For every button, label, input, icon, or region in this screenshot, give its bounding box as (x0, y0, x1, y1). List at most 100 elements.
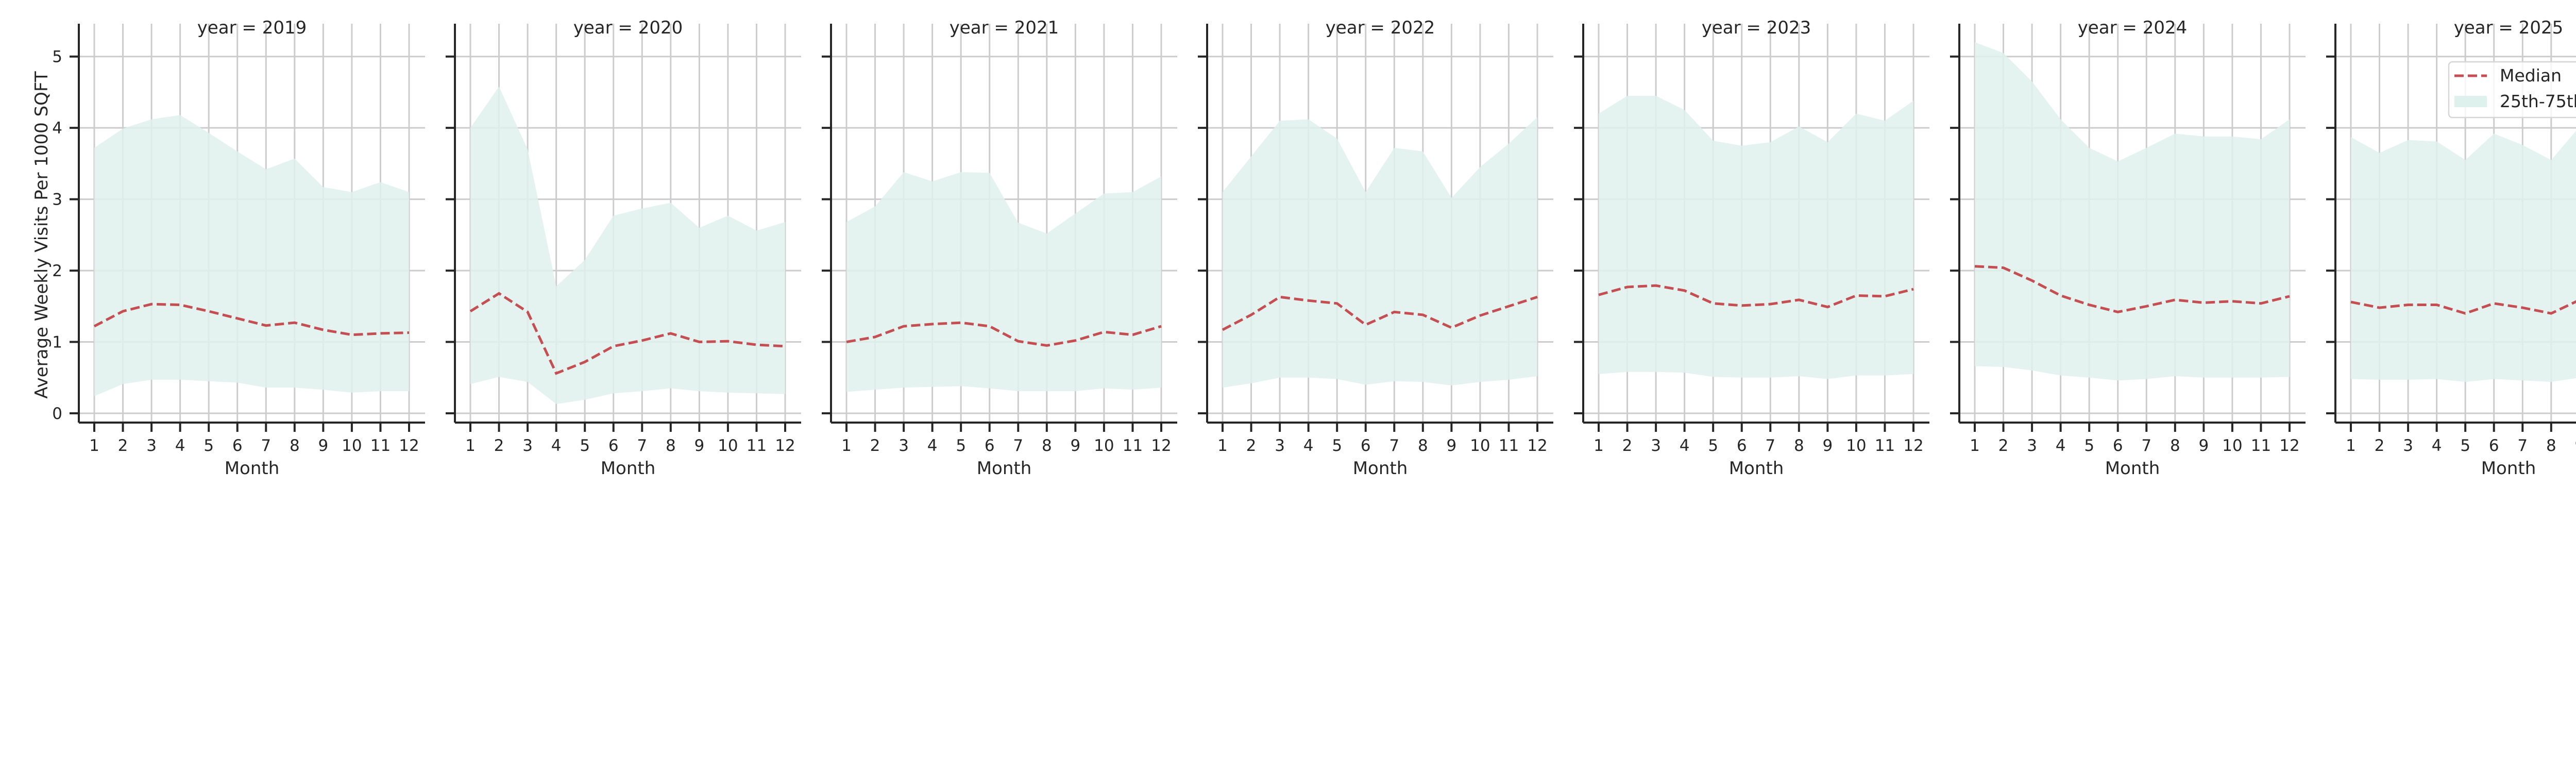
x-tick-label: 4 (551, 436, 562, 455)
x-tick-label: 6 (232, 436, 243, 455)
percentile-band (846, 172, 1161, 392)
percentile-band (94, 115, 409, 396)
x-tick-label: 5 (580, 436, 590, 455)
median-line (93, 303, 410, 337)
y-tick-label: 2 (52, 262, 62, 280)
x-tick-label: 10 (1470, 436, 1490, 455)
x-tick-label: 8 (1042, 436, 1052, 455)
panel-title: year = 2020 (573, 18, 683, 38)
x-tick-label: 4 (1680, 436, 1690, 455)
x-tick-label: 10 (2222, 436, 2242, 455)
x-tick-label: 3 (899, 436, 909, 455)
x-tick-label: 8 (1794, 436, 1804, 455)
legend: Median 25th-75th Percentile (2448, 61, 2576, 119)
x-tick-label: 1 (1594, 436, 1604, 455)
legend-band-swatch (2454, 96, 2487, 107)
y-tick-label: 4 (52, 119, 62, 138)
x-tick-label: 3 (522, 436, 533, 455)
legend-median-label: Median (2500, 65, 2562, 86)
x-tick-label: 1 (1217, 436, 1228, 455)
x-tick-label: 12 (1527, 436, 1547, 455)
percentile-band (1599, 95, 1913, 379)
x-tick-label: 11 (1123, 436, 1143, 455)
x-tick-label: 11 (370, 436, 391, 455)
panel-title: year = 2019 (197, 18, 307, 38)
x-axis-label: Month (2481, 458, 2536, 479)
x-tick-label: 5 (2460, 436, 2470, 455)
x-tick-label: 7 (1389, 436, 1399, 455)
x-tick-label: 12 (1903, 436, 1923, 455)
x-tick-label: 4 (175, 436, 185, 455)
x-tick-label: 4 (927, 436, 938, 455)
x-tick-label: 1 (841, 436, 852, 455)
x-tick-label: 5 (956, 436, 966, 455)
x-tick-label: 2 (870, 436, 880, 455)
x-tick-label: 8 (2546, 436, 2556, 455)
x-tick-label: 1 (1970, 436, 1980, 455)
panel-title: year = 2023 (1702, 18, 1811, 38)
percentile-band (2351, 131, 2576, 382)
panel-title: year = 2021 (950, 18, 1059, 38)
x-tick-label: 7 (637, 436, 647, 455)
median-line (1974, 265, 2290, 313)
panel-title: year = 2024 (2078, 18, 2187, 38)
x-tick-label: 5 (2084, 436, 2094, 455)
x-tick-label: 3 (146, 436, 157, 455)
panel-title: year = 2025 (2454, 18, 2563, 38)
x-tick-label: 6 (2489, 436, 2499, 455)
x-tick-label: 9 (1822, 436, 1833, 455)
x-tick-label: 2 (2375, 436, 2385, 455)
x-tick-label: 7 (2141, 436, 2151, 455)
x-tick-label: 8 (2170, 436, 2180, 455)
x-tick-label: 5 (204, 436, 214, 455)
median-line (846, 321, 1162, 347)
x-tick-label: 9 (2198, 436, 2209, 455)
y-tick-label: 3 (52, 191, 62, 209)
x-tick-label: 1 (89, 436, 99, 455)
x-tick-label: 2 (494, 436, 504, 455)
x-tick-label: 6 (985, 436, 995, 455)
x-tick-label: 2 (118, 436, 128, 455)
x-tick-label: 2 (1246, 436, 1257, 455)
x-tick-label: 12 (399, 436, 419, 455)
x-tick-label: 9 (318, 436, 328, 455)
x-tick-label: 6 (1737, 436, 1747, 455)
x-tick-label: 11 (1499, 436, 1519, 455)
x-tick-label: 10 (342, 436, 362, 455)
y-axis-label: Average Weekly Visits Per 1000 SQFT (31, 71, 52, 399)
x-tick-label: 3 (2027, 436, 2037, 455)
x-tick-label: 2 (1998, 436, 2009, 455)
x-tick-label: 10 (1846, 436, 1866, 455)
x-tick-label: 7 (1765, 436, 1775, 455)
x-tick-label: 12 (2279, 436, 2299, 455)
x-tick-label: 11 (2251, 436, 2271, 455)
x-tick-label: 10 (718, 436, 738, 455)
y-tick-label: 5 (52, 48, 62, 66)
y-tick-label: 1 (52, 333, 62, 352)
x-tick-label: 3 (1651, 436, 1661, 455)
percentile-band (470, 86, 785, 404)
x-tick-label: 9 (2574, 436, 2576, 455)
median-line (2350, 300, 2576, 315)
x-tick-label: 6 (1361, 436, 1371, 455)
x-axis-label: Month (1353, 458, 1408, 479)
x-axis-label: Month (2105, 458, 2160, 479)
x-tick-label: 9 (694, 436, 704, 455)
x-tick-label: 6 (2113, 436, 2123, 455)
x-axis-label: Month (601, 458, 656, 479)
x-tick-label: 3 (1275, 436, 1285, 455)
x-tick-label: 4 (1303, 436, 1314, 455)
x-tick-label: 2 (1622, 436, 1633, 455)
x-tick-label: 5 (1708, 436, 1718, 455)
percentile-band (1223, 117, 1537, 388)
x-tick-label: 1 (2346, 436, 2356, 455)
legend-band-label: 25th-75th Percentile (2500, 91, 2576, 111)
median-line (1222, 295, 1538, 331)
x-tick-label: 9 (1070, 436, 1080, 455)
x-tick-label: 5 (1332, 436, 1342, 455)
x-axis-label: Month (1729, 458, 1784, 479)
x-tick-label: 7 (261, 436, 271, 455)
